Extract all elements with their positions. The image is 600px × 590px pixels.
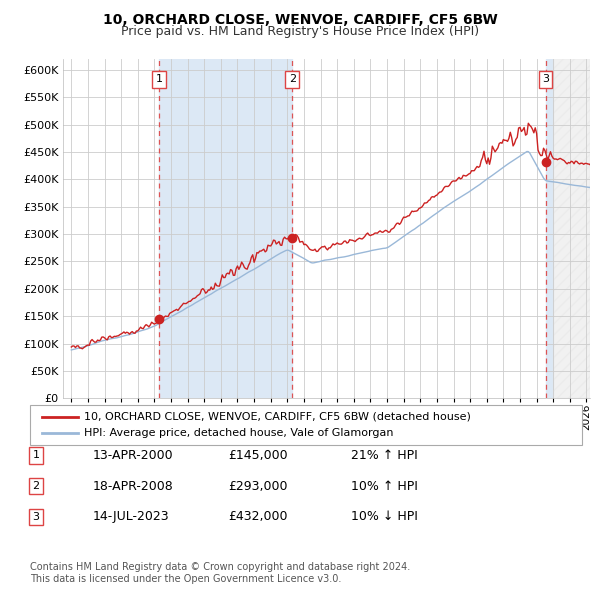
- Text: 18-APR-2008: 18-APR-2008: [93, 480, 174, 493]
- Text: 21% ↑ HPI: 21% ↑ HPI: [351, 449, 418, 462]
- Text: 3: 3: [32, 512, 40, 522]
- Text: 2: 2: [289, 74, 296, 84]
- Text: 2: 2: [32, 481, 40, 491]
- Text: £293,000: £293,000: [228, 480, 287, 493]
- Text: 1: 1: [155, 74, 163, 84]
- Bar: [545, 59, 553, 398]
- Text: 13-APR-2000: 13-APR-2000: [93, 449, 173, 462]
- Text: 10, ORCHARD CLOSE, WENVOE, CARDIFF, CF5 6BW: 10, ORCHARD CLOSE, WENVOE, CARDIFF, CF5 …: [103, 13, 497, 27]
- Text: 10, ORCHARD CLOSE, WENVOE, CARDIFF, CF5 6BW (detached house): 10, ORCHARD CLOSE, WENVOE, CARDIFF, CF5 …: [84, 412, 471, 422]
- Text: £432,000: £432,000: [228, 510, 287, 523]
- Bar: [159, 59, 292, 398]
- Text: 10% ↓ HPI: 10% ↓ HPI: [351, 510, 418, 523]
- Text: HPI: Average price, detached house, Vale of Glamorgan: HPI: Average price, detached house, Vale…: [84, 428, 394, 438]
- Text: 10% ↑ HPI: 10% ↑ HPI: [351, 480, 418, 493]
- Text: £145,000: £145,000: [228, 449, 287, 462]
- Text: 1: 1: [32, 451, 40, 460]
- Text: 14-JUL-2023: 14-JUL-2023: [93, 510, 170, 523]
- Text: Price paid vs. HM Land Registry's House Price Index (HPI): Price paid vs. HM Land Registry's House …: [121, 25, 479, 38]
- Text: Contains HM Land Registry data © Crown copyright and database right 2024.
This d: Contains HM Land Registry data © Crown c…: [30, 562, 410, 584]
- Bar: [553, 59, 590, 398]
- Text: 3: 3: [542, 74, 549, 84]
